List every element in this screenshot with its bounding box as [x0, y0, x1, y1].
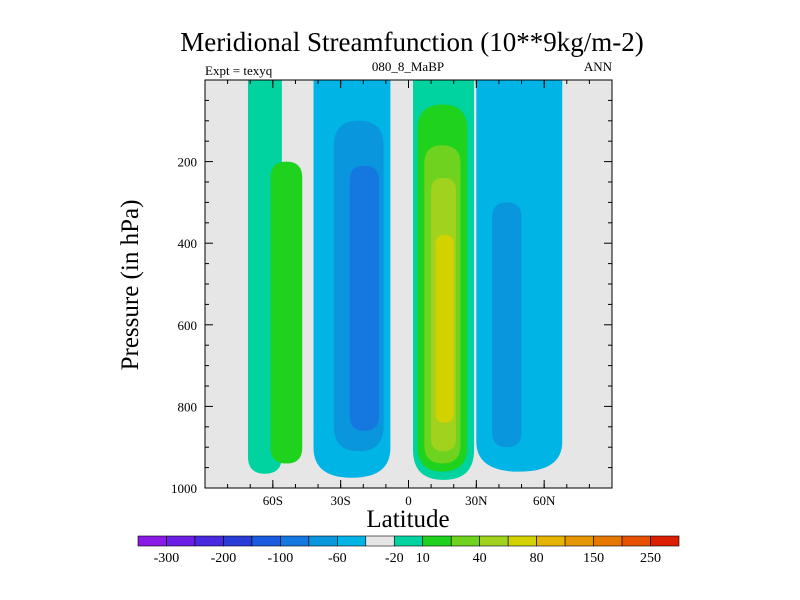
colorbar-box-9	[393, 535, 424, 547]
colorbar-box-8	[365, 535, 395, 547]
colorbar-label-9: 250	[640, 551, 661, 566]
chart-title: Meridional Streamfunction (10**9kg/m-2)	[180, 27, 643, 57]
colorbar-label-8: 150	[583, 551, 604, 566]
colorbar-box-3	[223, 535, 253, 547]
colorbar-label-6: 40	[473, 551, 487, 566]
x-tick-label-1: 30S	[331, 493, 351, 508]
colorbar-box-16	[593, 535, 623, 547]
y-tick-label-1: 400	[178, 236, 198, 251]
colorbar-box-14	[536, 535, 566, 547]
colorbar-label-3: -60	[328, 551, 347, 566]
y-tick-label-4: 1000	[171, 481, 197, 496]
colorbar-box-6	[308, 535, 338, 547]
contour-band-4	[349, 165, 380, 431]
colorbar-box-18	[650, 535, 680, 547]
contour-band-9	[435, 235, 454, 423]
colorbar-box-11	[450, 535, 480, 547]
colorbar: -300 -200 -100 -60 -20 10 40 80 150 250	[137, 535, 680, 566]
colorbar-label-2: -100	[268, 551, 294, 566]
y-tick-label-2: 600	[178, 318, 198, 333]
colorbar-label-7: 80	[530, 551, 544, 566]
colorbar-box-1	[166, 535, 196, 547]
colorbar-box-5	[280, 535, 310, 547]
colorbar-box-15	[564, 535, 594, 547]
contour-band-1	[270, 161, 303, 464]
colorbar-label-0: -300	[154, 551, 180, 566]
colorbar-box-17	[621, 535, 651, 547]
colorbar-box-7	[337, 535, 367, 547]
center-label: 080_8_MaBP	[372, 59, 444, 74]
x-tick-label-3: 30N	[465, 493, 488, 508]
colorbar-box-4	[251, 535, 281, 547]
y-tick-label-3: 800	[178, 399, 198, 414]
colorbar-label-1: -200	[211, 551, 237, 566]
colorbar-label-5: 10	[416, 551, 430, 566]
colorbar-box-2	[194, 535, 224, 547]
colorbar-box-12	[479, 535, 509, 547]
contour-band-11	[492, 202, 522, 448]
colorbar-label-4: -20	[385, 551, 404, 566]
right-label: ANN	[584, 59, 613, 74]
x-tick-label-4: 60N	[533, 493, 556, 508]
x-axis-label: Latitude	[366, 506, 449, 533]
colorbar-box-0	[137, 535, 167, 547]
left-label: Expt = texyq	[205, 63, 273, 78]
tick-label-group: 60S 30S 0 30N 60N 200 400 600 800 1000	[171, 155, 556, 508]
colorbar-box-13	[507, 535, 537, 547]
colorbar-box-10	[422, 535, 452, 547]
y-axis-label: Pressure (in hPa)	[117, 200, 144, 371]
y-tick-label-0: 200	[178, 155, 198, 170]
tick-mark-group	[205, 80, 612, 489]
x-tick-label-0: 60S	[263, 493, 283, 508]
contour-fill-group	[247, 80, 563, 480]
x-tick-label-2: 0	[405, 493, 412, 508]
